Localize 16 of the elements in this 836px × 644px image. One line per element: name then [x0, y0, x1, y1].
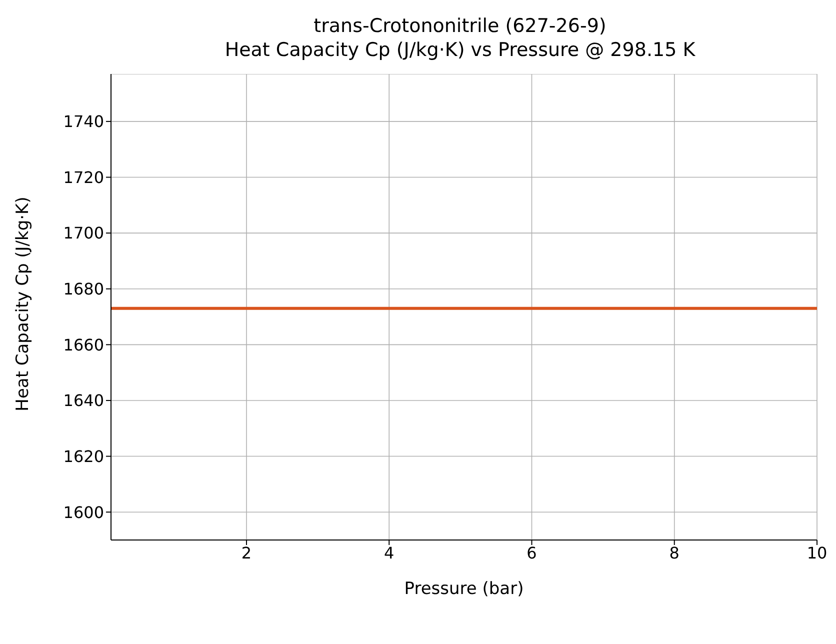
x-tick-label: 6: [526, 543, 537, 562]
x-axis-title: Pressure (bar): [404, 579, 524, 599]
y-tick-label: 1620: [63, 446, 104, 466]
y-tick-label: 1680: [63, 280, 104, 299]
y-axis-title: Heat Capacity Cp (J/kg·K): [13, 196, 33, 412]
y-tick-label: 1700: [63, 224, 104, 243]
y-tick-label: 1600: [63, 502, 104, 522]
x-tick-label: 8: [669, 543, 680, 562]
x-tick-label: 2: [241, 543, 252, 562]
chart-title: trans-Crotononitrile (627-26-9) Heat Capacity Cp (J/kg·K) vs Pressure @ 298.15 K: [224, 14, 696, 62]
y-tick-label: 1740: [63, 112, 104, 132]
x-tick-label: 4: [384, 543, 394, 562]
y-tick-label: 1660: [63, 335, 104, 354]
x-tick-label: 10: [806, 543, 828, 562]
y-tick-label: 1640: [63, 391, 104, 410]
y-tick-label: 1720: [63, 168, 104, 187]
